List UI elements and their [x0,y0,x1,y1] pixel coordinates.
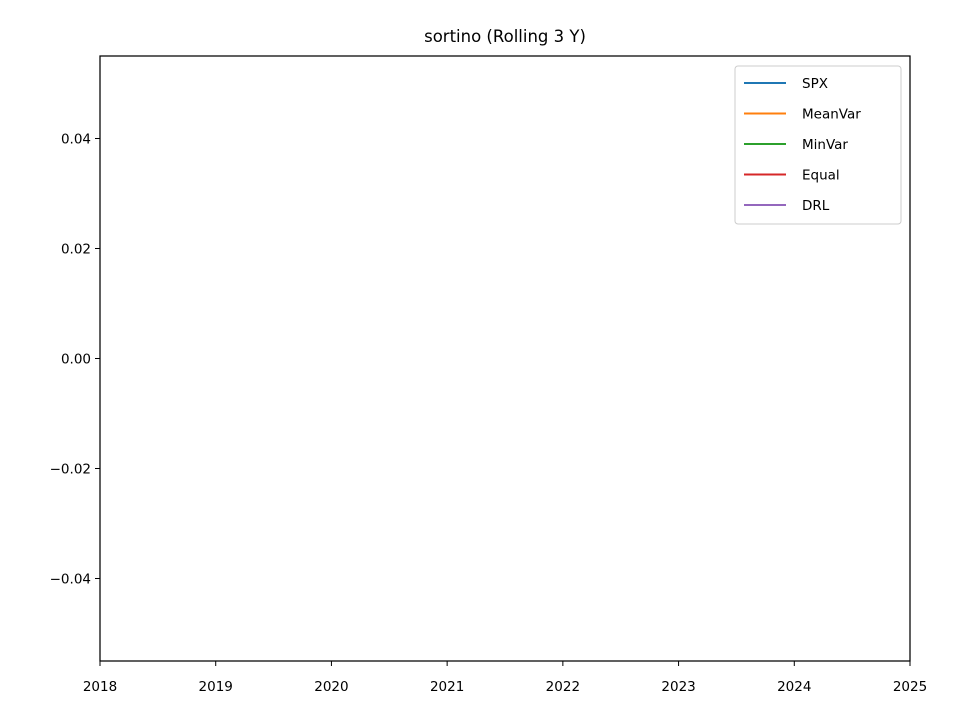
y-tick-label: −0.04 [50,572,91,588]
legend-box [734,65,902,225]
x-tick-label: 2024 [777,679,811,695]
legend: SPX MeanVar MinVar Equal DRL [734,65,902,225]
chart-title: sortino (Rolling 3 Y) [424,27,586,46]
y-tick-label: 0.04 [61,132,91,148]
x-tick-label: 2021 [430,679,464,695]
x-tick-label: 2023 [661,679,695,695]
y-tick-label: −0.02 [50,462,91,478]
x-tick-label: 2025 [893,679,927,695]
plot-frame [99,55,911,662]
x-tick-label: 2018 [83,679,117,695]
y-tick-label: 0.02 [61,242,91,258]
legend-label: SPX [802,76,828,92]
legend-label: MeanVar [802,107,861,123]
x-tick-label: 2022 [546,679,580,695]
legend-label: DRL [802,198,830,214]
x-tick-label: 2019 [199,679,233,695]
y-axis: −0.04 −0.02 0.00 0.02 0.04 [50,132,100,588]
legend-label: MinVar [802,137,848,153]
x-axis: 2018 2019 2020 2021 2022 2023 2024 2025 [83,661,927,695]
x-tick-label: 2020 [314,679,348,695]
legend-label: Equal [802,168,840,184]
y-tick-label: 0.00 [61,352,91,368]
